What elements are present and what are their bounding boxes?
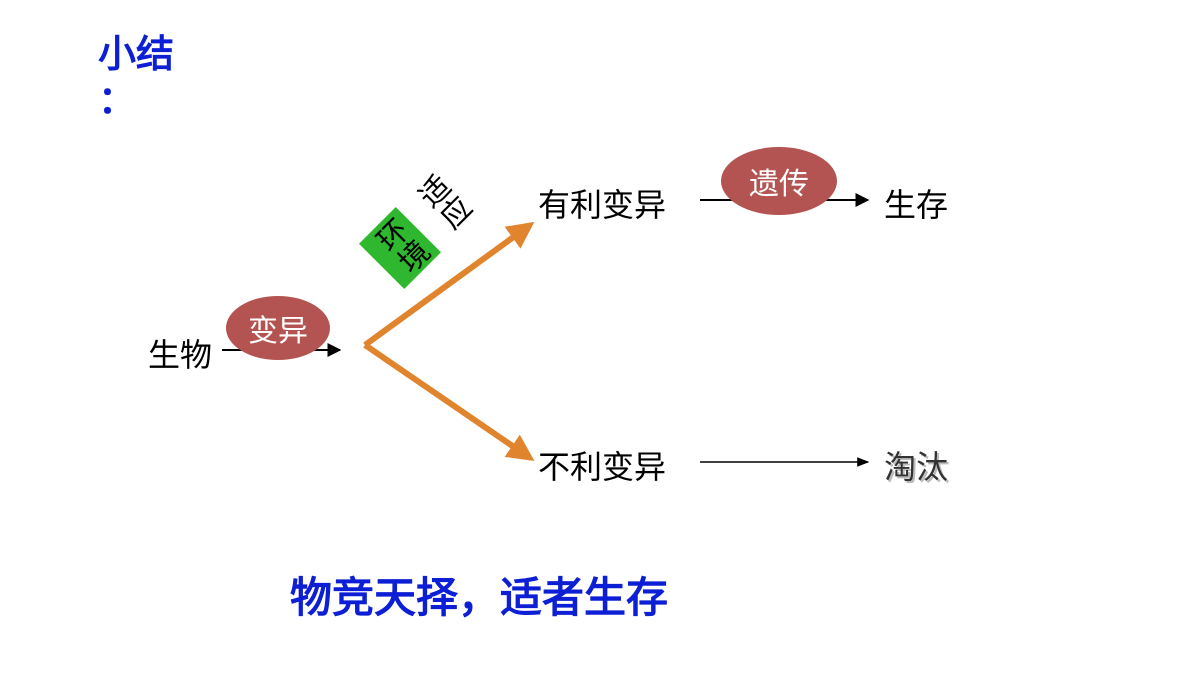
node-unfavorable: 不利变异 [538,442,666,488]
node-survive: 生存 [884,180,948,226]
ellipse-variation: 变异 [226,296,330,360]
diagram-stage: 小结 ： 变异 遗传 适应 环境 生物 有利变异 生存 [0,0,1200,680]
arrow-branch-down [365,345,530,458]
summary-title: 小结 ： [98,32,174,124]
node-organism: 生物 [148,330,212,376]
ellipse-variation-label: 变异 [248,306,308,350]
node-favorable: 有利变异 [538,180,666,226]
footer-motto: 物竞天择，适者生存 [290,564,668,625]
adapt-label-part2-text: 环境 [363,211,437,285]
summary-title-line2: ： [98,78,174,124]
ellipse-heredity: 遗传 [721,147,837,215]
node-eliminated: 淘汰 [884,442,948,488]
summary-title-line1: 小结 [98,32,174,78]
ellipse-heredity-label: 遗传 [749,159,809,203]
